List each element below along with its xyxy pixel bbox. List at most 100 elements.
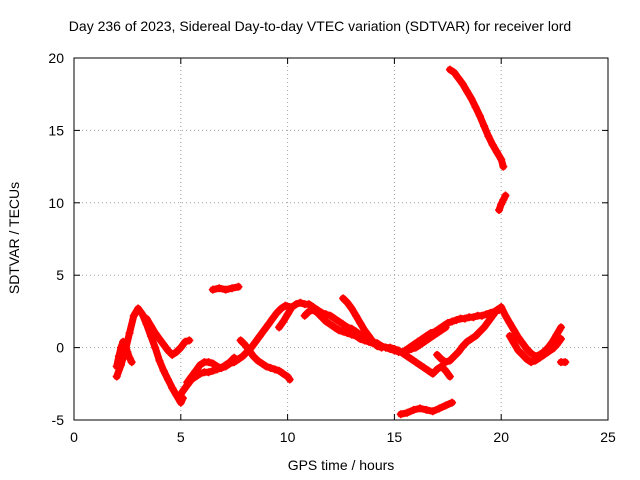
data-point (501, 311, 510, 320)
data-point (163, 346, 172, 355)
data-point (251, 337, 260, 346)
data-point (360, 336, 369, 345)
data-point (407, 355, 416, 364)
data-point (225, 358, 234, 367)
data-point (334, 326, 343, 335)
data-point (369, 337, 378, 346)
plot-frame (73, 57, 609, 421)
data-point (129, 311, 138, 320)
data-point (285, 375, 294, 384)
data-point (322, 317, 331, 326)
data-point (386, 343, 395, 352)
data-point (518, 339, 527, 348)
data-point (484, 132, 493, 141)
data-point (458, 80, 467, 89)
data-point (471, 103, 480, 112)
series-trace (495, 192, 509, 214)
data-point (272, 308, 281, 317)
data-point (373, 342, 382, 351)
data-point (309, 305, 318, 314)
data-point (557, 323, 566, 332)
data-point (443, 318, 452, 327)
axis-ticks: 0 5 10 15 20 25 -5 0 5 10 15 20 (48, 50, 616, 445)
data-point (240, 340, 249, 349)
data-point (230, 353, 239, 362)
data-point (403, 352, 412, 361)
data-point (287, 303, 296, 312)
data-point (255, 332, 264, 341)
data-point (330, 314, 339, 323)
series-arc-12 (401, 305, 504, 355)
data-point (196, 360, 205, 369)
data-point (450, 352, 459, 361)
series-arc-5 (183, 353, 239, 387)
data-point (539, 350, 548, 359)
data-point (445, 372, 454, 381)
data-point (405, 343, 414, 352)
data-point (561, 358, 570, 367)
data-point (343, 329, 352, 338)
data-point (187, 372, 196, 381)
data-point (418, 334, 427, 343)
y-tick-label: 15 (48, 122, 64, 138)
y-tick-label: 10 (48, 195, 64, 211)
data-point (477, 311, 486, 320)
data-point (413, 337, 422, 346)
data-point (270, 365, 279, 374)
data-point (471, 332, 480, 341)
data-point (125, 353, 134, 362)
data-point (486, 308, 495, 317)
data-point (296, 298, 305, 307)
data-point (475, 111, 484, 120)
data-point (112, 372, 121, 381)
data-point (454, 347, 463, 356)
data-point (221, 285, 230, 294)
data-point (445, 65, 454, 74)
data-point (448, 398, 457, 407)
data-point (396, 410, 405, 419)
data-point (416, 404, 425, 413)
series-arc-15 (445, 65, 508, 171)
series-arc-2 (112, 337, 136, 371)
data-point (495, 206, 504, 215)
data-point (142, 314, 151, 323)
data-point (191, 366, 200, 375)
data-point (480, 122, 489, 131)
data-point (123, 347, 132, 356)
data-point (213, 362, 222, 371)
series-arc-4 (174, 301, 294, 403)
x-tick-label: 20 (493, 429, 509, 445)
data-point (390, 345, 399, 354)
data-point (116, 343, 125, 352)
data-point (364, 332, 373, 341)
data-point (409, 405, 418, 414)
data-point (430, 327, 439, 336)
series-arc-10 (339, 294, 386, 352)
data-point (155, 334, 164, 343)
data-point (326, 320, 335, 329)
data-point (351, 332, 360, 341)
data-point (441, 366, 450, 375)
data-point (281, 301, 290, 310)
data-point (499, 195, 508, 204)
data-point (159, 340, 168, 349)
data-point (339, 294, 348, 303)
data-point (527, 349, 536, 358)
data-point (482, 310, 491, 319)
series-arc-14 (396, 398, 457, 419)
data-point (552, 340, 561, 349)
data-point (268, 314, 277, 323)
y-axis-label: SDTVAR / TECUs (6, 181, 22, 295)
data-point (552, 330, 561, 339)
data-point (204, 358, 213, 367)
data-point (121, 340, 130, 349)
data-point (411, 358, 420, 367)
data-point (475, 327, 484, 336)
data-point (548, 345, 557, 354)
data-point (208, 285, 217, 294)
x-axis-label: GPS time / hours (287, 457, 395, 473)
data-point (435, 404, 444, 413)
data-point (326, 311, 335, 320)
data-point (304, 300, 313, 309)
